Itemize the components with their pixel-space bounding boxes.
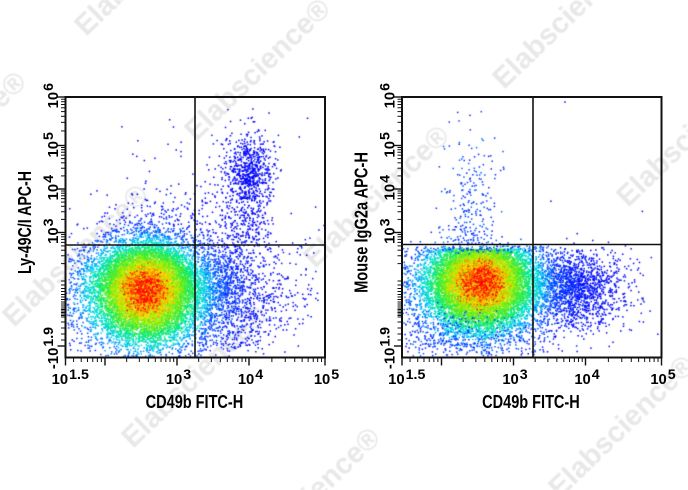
svg-text:101.5: 101.5 (388, 367, 425, 388)
svg-text:106: 106 (41, 83, 62, 108)
svg-text:CD49b FITC-H: CD49b FITC-H (146, 392, 244, 412)
svg-text:104: 104 (574, 367, 599, 388)
svg-text:Ly-49C/I APC-H: Ly-49C/I APC-H (15, 171, 35, 274)
svg-text:CD49b FITC-H: CD49b FITC-H (482, 392, 580, 412)
svg-text:104: 104 (378, 175, 399, 200)
svg-text:105: 105 (41, 132, 62, 157)
svg-text:-101.9: -101.9 (378, 327, 399, 369)
svg-text:104: 104 (238, 367, 263, 388)
svg-text:Mouse IgG2a APC-H: Mouse IgG2a APC-H (352, 152, 372, 293)
svg-text:103: 103 (41, 218, 62, 243)
svg-text:-101.9: -101.9 (41, 327, 62, 369)
svg-text:103: 103 (166, 367, 191, 388)
svg-text:105: 105 (378, 132, 399, 157)
svg-text:105: 105 (650, 367, 675, 388)
svg-text:101.5: 101.5 (52, 367, 89, 388)
svg-text:103: 103 (378, 218, 399, 243)
svg-text:105: 105 (314, 367, 339, 388)
svg-text:104: 104 (41, 175, 62, 200)
svg-text:106: 106 (378, 83, 399, 108)
svg-text:103: 103 (502, 367, 527, 388)
